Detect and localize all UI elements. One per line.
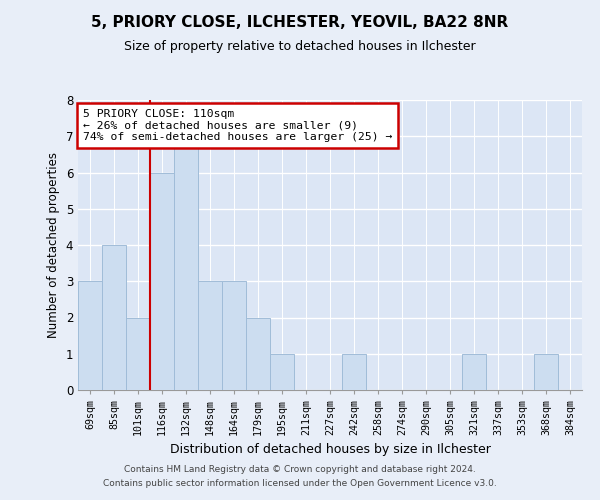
Bar	[222, 281, 246, 390]
Text: Contains HM Land Registry data © Crown copyright and database right 2024.
Contai: Contains HM Land Registry data © Crown c…	[103, 466, 497, 487]
Bar	[462, 354, 486, 390]
Bar	[342, 354, 366, 390]
X-axis label: Distribution of detached houses by size in Ilchester: Distribution of detached houses by size …	[170, 444, 490, 456]
Bar	[270, 354, 294, 390]
Bar	[102, 245, 126, 390]
Y-axis label: Number of detached properties: Number of detached properties	[47, 152, 60, 338]
Text: 5, PRIORY CLOSE, ILCHESTER, YEOVIL, BA22 8NR: 5, PRIORY CLOSE, ILCHESTER, YEOVIL, BA22…	[91, 15, 509, 30]
Text: 5 PRIORY CLOSE: 110sqm
← 26% of detached houses are smaller (9)
74% of semi-deta: 5 PRIORY CLOSE: 110sqm ← 26% of detached…	[83, 108, 392, 142]
Bar	[246, 318, 270, 390]
Text: Size of property relative to detached houses in Ilchester: Size of property relative to detached ho…	[124, 40, 476, 53]
Bar	[126, 318, 150, 390]
Bar	[534, 354, 558, 390]
Bar	[198, 281, 222, 390]
Bar	[78, 281, 102, 390]
Bar	[150, 172, 174, 390]
Bar	[174, 136, 198, 390]
